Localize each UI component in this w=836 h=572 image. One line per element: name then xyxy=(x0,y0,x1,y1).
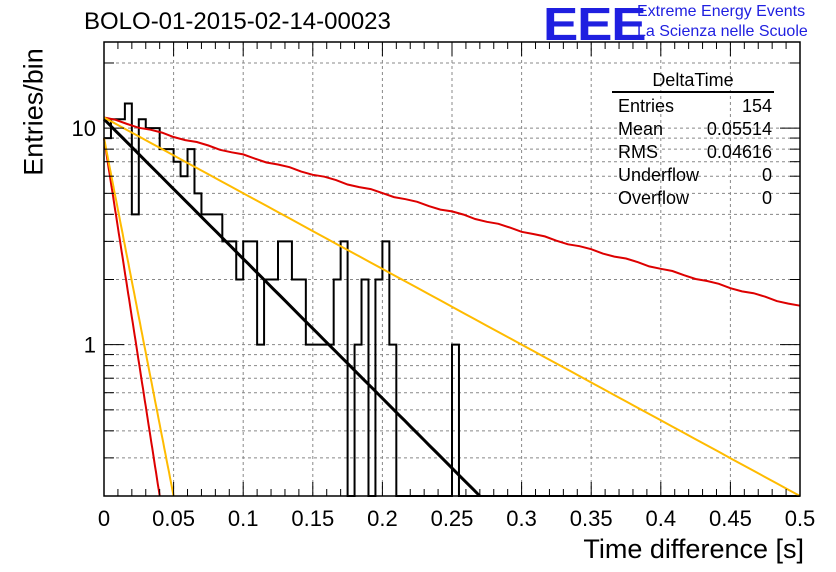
y-tick-label: 10 xyxy=(72,116,96,141)
x-tick-label: 0.1 xyxy=(228,506,259,531)
fit-line-4 xyxy=(103,137,175,497)
stats-label: Entries xyxy=(618,96,675,116)
eee-logo: EEE xyxy=(543,0,647,50)
stats-label: Overflow xyxy=(618,188,690,208)
stats-label: RMS xyxy=(618,142,658,162)
stats-value: 154 xyxy=(741,96,772,116)
stats-row-rms: RMS 0.04616 xyxy=(608,141,778,164)
stats-row-entries: Entries 154 xyxy=(608,95,778,118)
stats-value: 0 xyxy=(761,188,772,208)
y-axis-label: Entries/bin xyxy=(18,48,49,176)
x-tick-label: 0.4 xyxy=(646,506,677,531)
stats-value: 0 xyxy=(761,165,772,185)
chart-title: BOLO-01-2015-02-14-00023 xyxy=(84,8,391,35)
stats-label: Mean xyxy=(618,119,664,139)
stats-box: DeltaTime Entries 154 Mean 0.05514 RMS 0… xyxy=(608,70,778,210)
x-tick-label: 0 xyxy=(98,506,110,531)
x-tick-label: 0.3 xyxy=(506,506,537,531)
x-tick-label: 0.2 xyxy=(367,506,398,531)
stats-title: DeltaTime xyxy=(612,70,774,93)
x-tick-label: 0.35 xyxy=(570,506,613,531)
logo-line-1: Extreme Energy Events xyxy=(637,3,806,20)
x-tick-label: 0.25 xyxy=(431,506,474,531)
logo-line-2: La Scienza nelle Scuole xyxy=(637,23,808,40)
x-tick-label: 0.15 xyxy=(291,506,334,531)
fit-line-1 xyxy=(103,116,801,307)
fit-line-0 xyxy=(102,118,481,498)
y-tick-label: 1 xyxy=(84,333,96,358)
x-tick-label: 0.05 xyxy=(152,506,195,531)
stats-row-underflow: Underflow 0 xyxy=(608,164,778,187)
x-tick-label: 0.45 xyxy=(709,506,752,531)
x-tick-label: 0.5 xyxy=(785,506,816,531)
fit-line-3 xyxy=(103,137,161,497)
x-axis-label: Time difference [s] xyxy=(583,534,804,564)
stats-label: Underflow xyxy=(618,165,700,185)
stats-row-overflow: Overflow 0 xyxy=(608,187,778,210)
fit-line-2 xyxy=(103,116,801,497)
stats-row-mean: Mean 0.05514 xyxy=(608,118,778,141)
stats-value: 0.05514 xyxy=(706,119,772,139)
stats-value: 0.04616 xyxy=(706,142,772,162)
